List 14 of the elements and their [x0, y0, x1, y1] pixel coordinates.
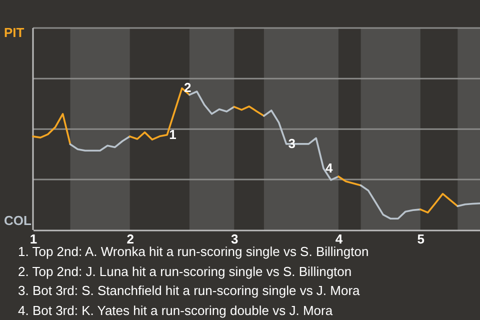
annotation: 1 [169, 126, 176, 142]
x-tick-label: 5 [417, 232, 425, 246]
annotation: 2 [184, 80, 192, 96]
x-tick-label: 1 [30, 232, 38, 246]
x-tick-label: 3 [231, 232, 238, 246]
text: 4. Bot 3rd: K. Yates hit a run-scoring double vs J. Mora [18, 302, 334, 320]
annotation: 4 [326, 160, 334, 176]
text: 3. Bot 3rd: S. Stanchfield hit a run-scoring single vs J. Mora [18, 282, 361, 300]
text: 1. Top 2nd: A. Wronka hit a run-scoring single vs S. Billington [18, 244, 369, 261]
text: 2. Top 2nd: J. Luna hit a run-scoring single vs S. Billington [18, 262, 353, 281]
text: PIT [4, 25, 24, 40]
text: COL [4, 213, 32, 228]
x-tick-label: 2 [126, 232, 134, 246]
x-tick-label: 4 [335, 232, 344, 246]
